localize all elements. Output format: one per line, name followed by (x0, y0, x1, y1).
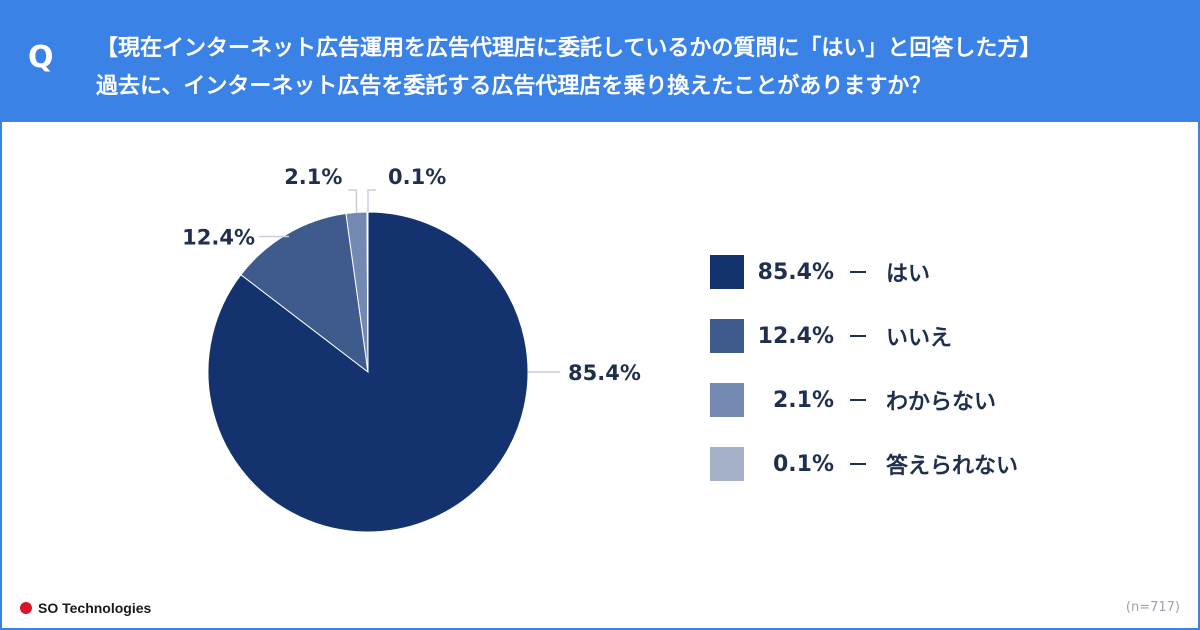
legend-dash (850, 399, 866, 401)
question-condition: 【現在インターネット広告運用を広告代理店に委託しているかの質問に「はい」と回答し… (96, 36, 1042, 61)
legend-value-yes: 85.4% (757, 259, 834, 285)
question-header: Q 【現在インターネット広告運用を広告代理店に委託しているかの質問に「はい」と回… (0, 0, 1200, 122)
legend-label-yes: はい (886, 262, 931, 287)
legend-item-unknown: 2.1% わからない (710, 368, 1050, 432)
question-mark: Q (28, 40, 54, 75)
brand-dot-icon (20, 602, 32, 614)
legend-item-no: 12.4% いいえ (710, 304, 1050, 368)
legend-value-unknown: 2.1% (772, 387, 834, 413)
legend-label-no-answer: 答えられない (886, 454, 1019, 479)
leader-line-unknown (348, 189, 358, 213)
legend-item-yes: 85.4% はい (710, 240, 1050, 304)
brand-name: SO Technologies (38, 600, 152, 616)
brand-logo: SO Technologies (20, 600, 151, 616)
pie-chart: 85.4% 12.4% 2.1% 0.1% (182, 165, 641, 533)
legend-swatch-no-answer (710, 447, 744, 481)
slice-label-yes: 85.4% (568, 361, 641, 385)
slice-label-no: 12.4% (182, 226, 255, 250)
legend: 85.4% はい 12.4% いいえ 2.1% わからない 0.1% 答えられな… (710, 240, 1050, 496)
legend-swatch-unknown (710, 383, 744, 417)
question-text: 過去に、インターネット広告を委託する広告代理店を乗り換えたことがありますか？ (96, 74, 932, 99)
legend-value-no-answer: 0.1% (772, 451, 834, 477)
legend-dash (850, 463, 866, 465)
slice-label-no-answer: 0.1% (388, 165, 446, 189)
pie-slice-no (240, 212, 369, 374)
pie-leader-lines (259, 189, 560, 373)
legend-swatch-no (710, 319, 744, 353)
legend-swatch-yes (710, 255, 744, 289)
sample-size: (n=717) (1125, 600, 1180, 615)
slice-label-unknown: 2.1% (284, 165, 342, 189)
pie-slice-labels: 85.4% 12.4% 2.1% 0.1% (182, 165, 641, 385)
legend-label-no: いいえ (886, 326, 953, 351)
legend-item-no-answer: 0.1% 答えられない (710, 432, 1050, 496)
legend-label-unknown: わからない (886, 390, 997, 415)
legend-dash (850, 335, 866, 337)
legend-value-no: 12.4% (757, 323, 834, 349)
leader-line-no-answer (367, 189, 376, 212)
legend-dash (850, 271, 866, 273)
pie-slices (207, 211, 529, 533)
